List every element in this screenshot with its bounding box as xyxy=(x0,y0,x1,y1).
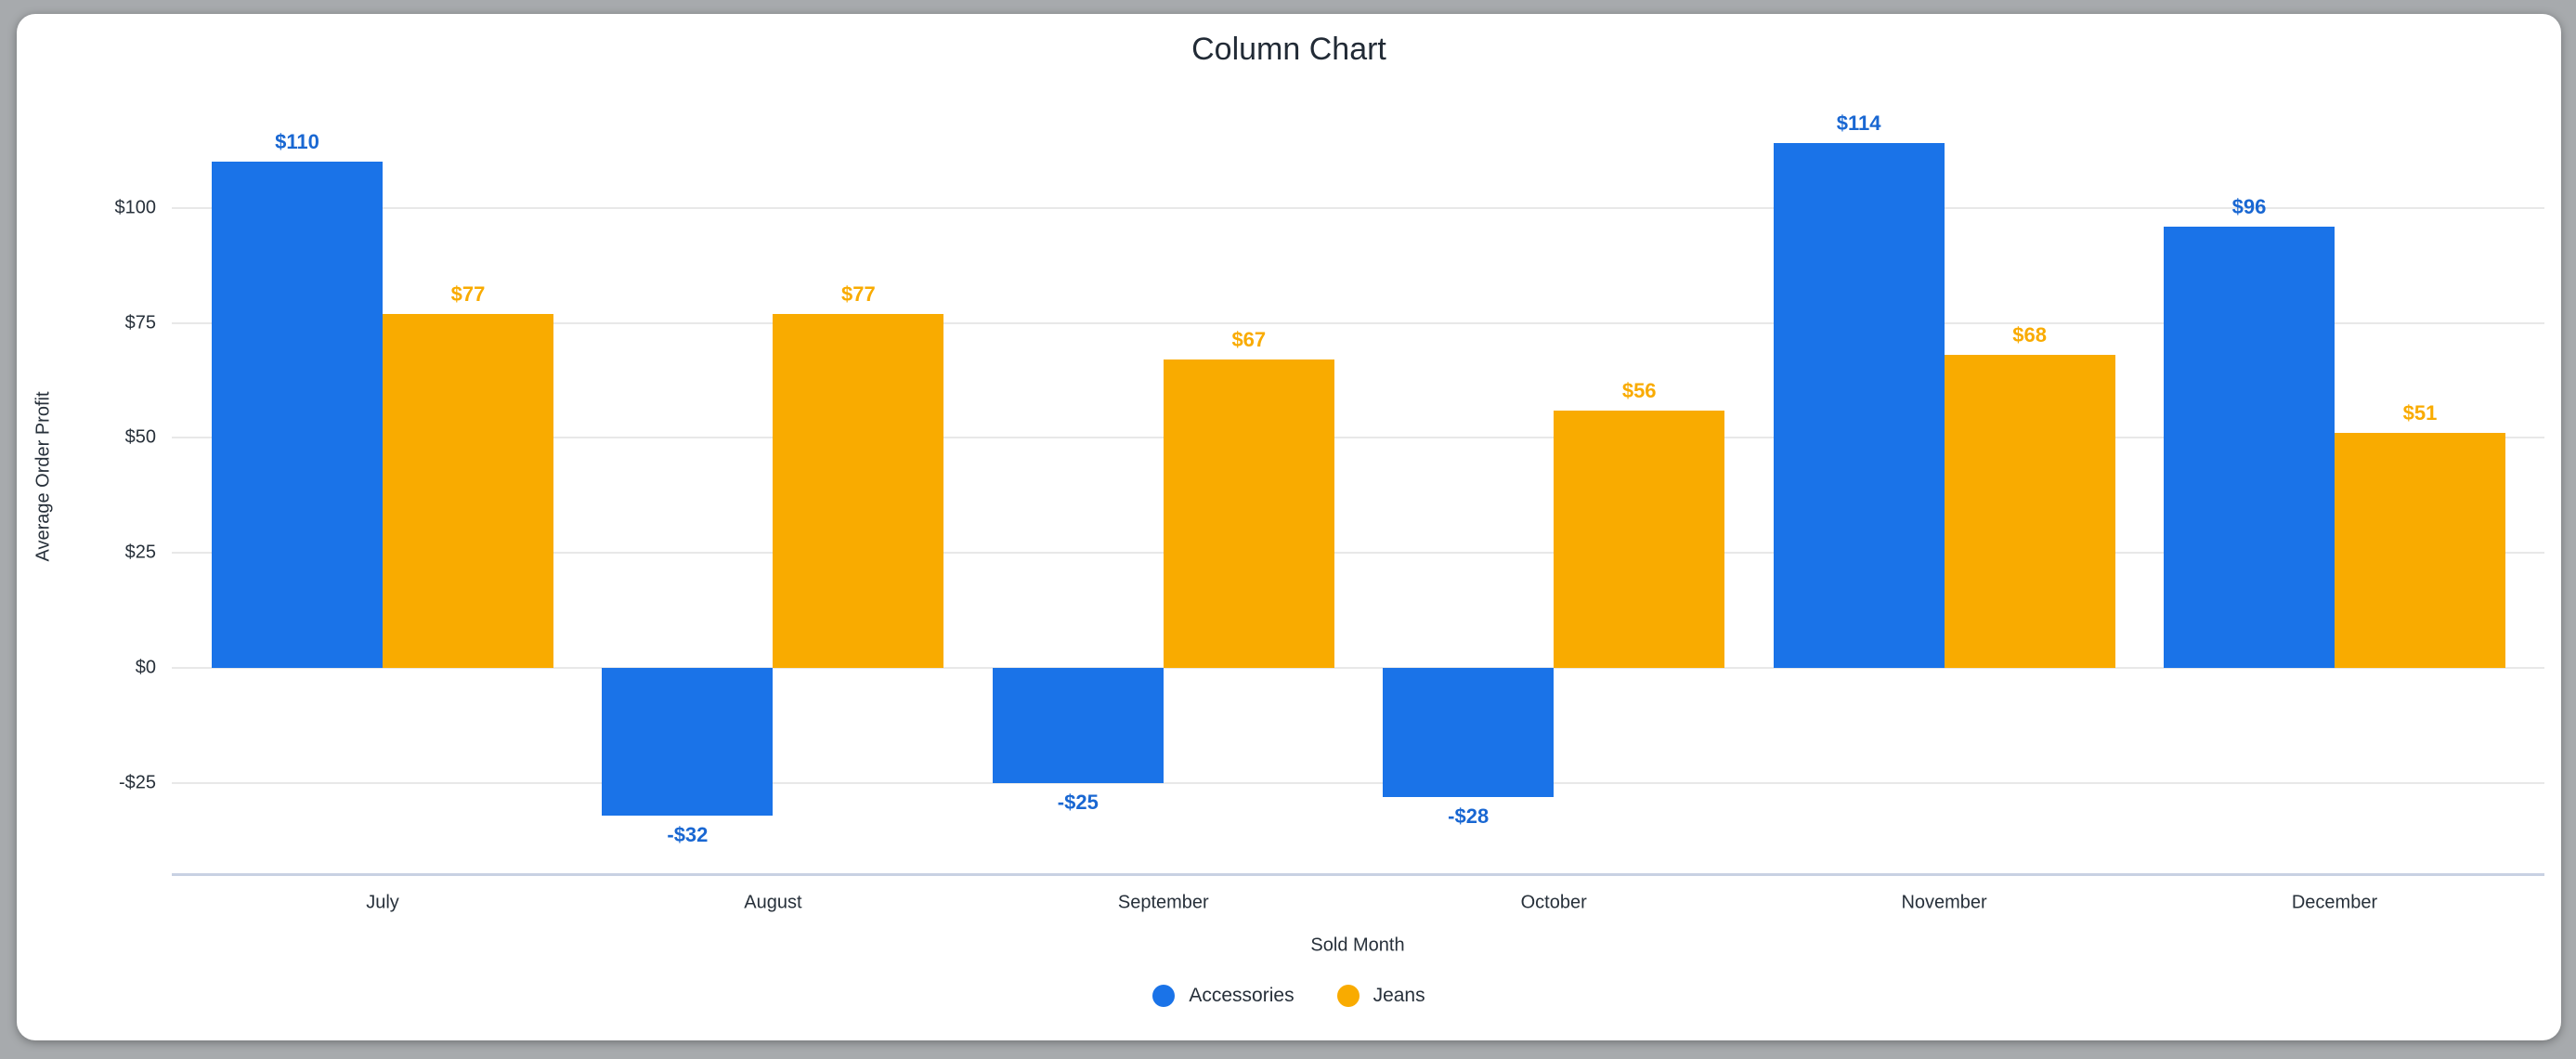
bar-value-label: -$28 xyxy=(1448,804,1490,828)
gridline xyxy=(172,437,2544,439)
y-tick-label: $0 xyxy=(135,657,156,678)
bar-value-label: -$32 xyxy=(667,822,709,846)
x-tick-label-december: December xyxy=(2291,892,2378,913)
bar-value-label: $77 xyxy=(841,281,876,306)
bar-jeans-october[interactable] xyxy=(1554,410,1725,669)
y-tick-label: $25 xyxy=(124,542,156,563)
legend-label: Jeans xyxy=(1373,985,1425,1006)
bar-jeans-september[interactable] xyxy=(1163,360,1334,669)
legend-swatch xyxy=(1152,985,1176,1007)
gridline xyxy=(172,667,2544,670)
gridline xyxy=(172,321,2544,324)
bar-value-label: $68 xyxy=(2012,323,2047,347)
bar-value-label: $51 xyxy=(2402,401,2438,425)
bar-accessories-september[interactable] xyxy=(992,668,1164,783)
bar-jeans-july[interactable] xyxy=(383,313,553,669)
bar-value-label: $110 xyxy=(275,130,319,154)
legend-item-jeans[interactable]: Jeans xyxy=(1336,985,1425,1007)
gridline xyxy=(172,552,2544,555)
y-tick-label: $100 xyxy=(114,197,157,218)
bar-accessories-october[interactable] xyxy=(1383,668,1555,797)
bar-value-label: $114 xyxy=(1836,111,1881,136)
legend: Accessories Jeans xyxy=(17,982,2561,1010)
y-tick-label: -$25 xyxy=(118,772,156,793)
bar-value-label: $67 xyxy=(1231,328,1267,352)
bar-value-label: $77 xyxy=(450,281,486,306)
bar-jeans-december[interactable] xyxy=(2335,433,2505,669)
x-tick-label-november: November xyxy=(1901,892,1987,913)
bar-value-label: -$25 xyxy=(1057,790,1099,814)
y-axis-title: Average Order Profit xyxy=(33,391,54,562)
x-axis-line xyxy=(172,873,2544,876)
chart-card: Column Chart Average Order Profit $110 -$… xyxy=(17,14,2561,1040)
bar-accessories-december[interactable] xyxy=(2164,226,2335,669)
bar-value-label: $56 xyxy=(1621,378,1657,402)
bar-jeans-august[interactable] xyxy=(773,313,944,669)
chart-title: Column Chart xyxy=(1191,32,1386,67)
bar-jeans-november[interactable] xyxy=(1944,355,2115,669)
bar-accessories-july[interactable] xyxy=(212,162,383,669)
x-tick-label-july: July xyxy=(366,892,399,913)
x-axis-title: Sold Month xyxy=(1310,935,1405,956)
y-tick-label: $50 xyxy=(124,426,156,448)
bar-accessories-august[interactable] xyxy=(602,668,774,816)
x-tick-label-september: September xyxy=(1117,892,1209,913)
plot-area: $110 -$32 -$25 -$28 $114 $96 $77 $77 $67 $56 $68 $5… xyxy=(172,79,2544,876)
bar-value-label: $96 xyxy=(2231,194,2267,218)
y-tick-label: $75 xyxy=(124,312,156,333)
x-tick-label-august: August xyxy=(744,892,802,913)
gridline xyxy=(172,206,2544,209)
legend-swatch xyxy=(1336,985,1360,1007)
gridline xyxy=(172,781,2544,784)
legend-label: Accessories xyxy=(1189,985,1295,1006)
legend-item-accessories[interactable]: Accessories xyxy=(1152,985,1295,1007)
x-tick-label-october: October xyxy=(1520,892,1587,913)
bar-accessories-november[interactable] xyxy=(1773,143,1945,669)
